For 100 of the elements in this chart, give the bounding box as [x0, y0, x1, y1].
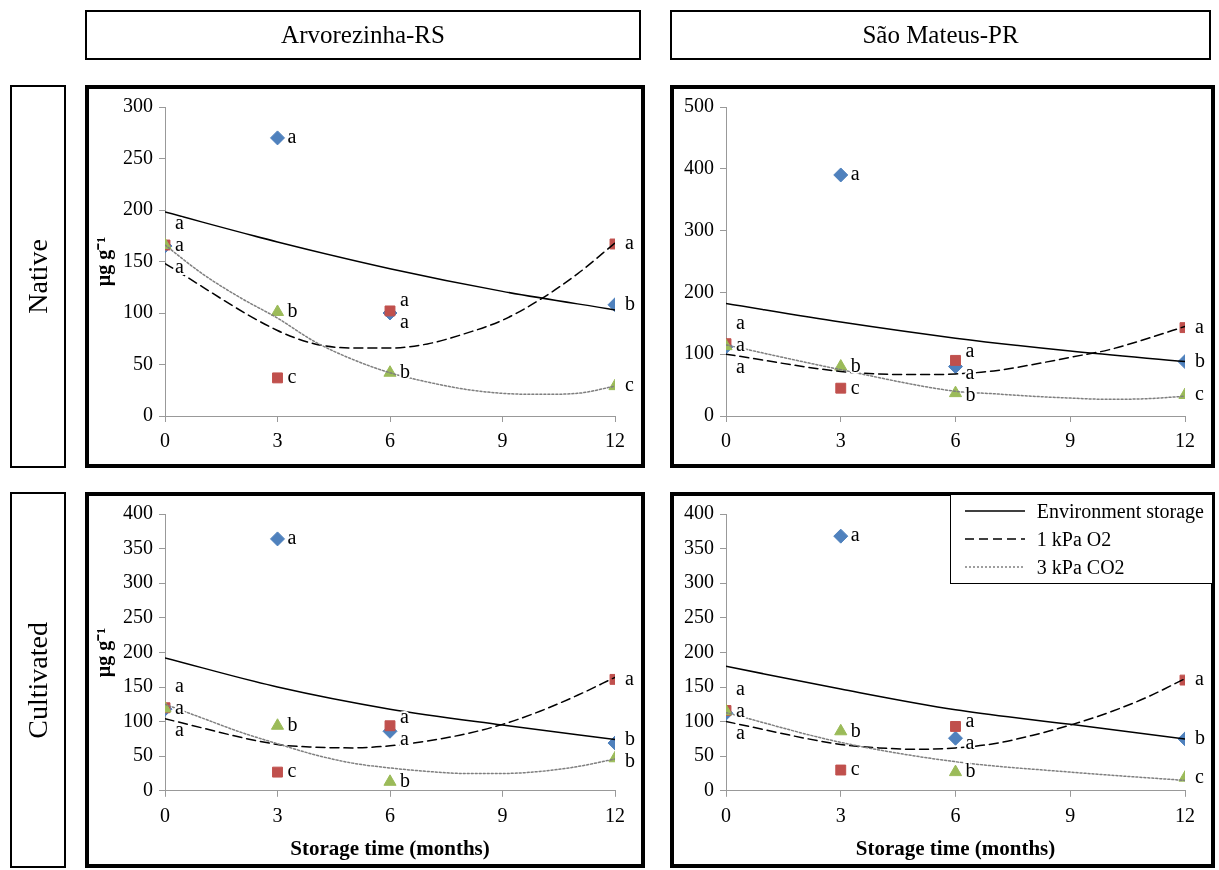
y-tick-label: 100 [123, 300, 153, 323]
y-tick-label: 0 [143, 403, 153, 426]
y-tick-label: 250 [123, 605, 153, 628]
annotation: b [625, 748, 635, 771]
annotation: b [965, 382, 976, 405]
annotation: c [287, 759, 297, 782]
annotation: a [625, 231, 634, 254]
point [270, 531, 285, 547]
y-axis-title: µg g⁻¹ [92, 236, 116, 287]
annotation: a [175, 695, 184, 718]
y-tick-label: 200 [123, 639, 153, 662]
annotation: b [287, 299, 298, 322]
annotation: a [736, 332, 745, 355]
annotation: a [287, 125, 297, 148]
annotation: b [625, 726, 635, 749]
x-tick-label: 6 [385, 804, 395, 827]
y-tick-label: 150 [123, 248, 153, 271]
annotation: b [400, 359, 410, 382]
annotation: a [965, 338, 975, 361]
annotation: a [175, 717, 184, 740]
x-tick-label: 9 [1065, 804, 1076, 827]
annotation: a [175, 232, 184, 255]
y-tick-label: 250 [684, 605, 714, 628]
chart-title: São Mateus-PR [670, 10, 1211, 60]
annotation: c [287, 365, 297, 388]
x-tick-label: 6 [950, 429, 961, 452]
annotation: a [175, 673, 184, 696]
y-tick-label: 50 [694, 743, 714, 766]
y-tick-label: 350 [123, 535, 153, 558]
y-tick-label: 200 [123, 197, 153, 220]
x-tick-label: 12 [1175, 804, 1195, 827]
annotation: c [850, 757, 860, 780]
annotation: a [175, 254, 184, 277]
y-tick-label: 100 [684, 708, 714, 731]
x-tick-label: 0 [160, 804, 170, 827]
annotation: c [850, 375, 860, 398]
text: Native [22, 239, 54, 314]
annotation: b [1195, 348, 1205, 371]
x-tick-label: 0 [721, 804, 731, 827]
annotation: b [850, 353, 861, 376]
annotation: a [965, 708, 975, 731]
point [270, 130, 285, 146]
y-tick-label: 0 [704, 778, 714, 801]
annotation: a [400, 704, 409, 727]
annotation: b [1195, 726, 1205, 749]
line-series [165, 703, 615, 775]
y-tick-label: 0 [704, 403, 714, 426]
chart-title: Arvorezinha-RS [85, 10, 641, 60]
x-tick-label: 9 [497, 804, 508, 827]
y-tick-label: 300 [123, 94, 153, 117]
x-tick-label: 3 [835, 804, 846, 827]
annotation: b [965, 759, 976, 782]
annotation: a [400, 726, 409, 749]
x-tick-label: 3 [272, 429, 283, 452]
annotation: a [736, 354, 745, 377]
legend-label: 1 kPa O2 [1036, 527, 1112, 552]
x-tick-label: 3 [272, 804, 283, 827]
y-tick-label: 200 [684, 279, 714, 302]
x-tick-label: 9 [1065, 429, 1076, 452]
annotation: a [287, 526, 297, 549]
annotation: a [736, 310, 745, 333]
y-tick-label: 100 [684, 341, 714, 364]
x-tick-label: 6 [385, 429, 395, 452]
y-tick-label: 50 [133, 351, 153, 374]
y-tick-label: 200 [684, 639, 714, 662]
y-axis-title: µg g⁻¹ [92, 627, 116, 678]
y-tick-label: 400 [684, 501, 714, 524]
y-tick-label: 300 [684, 570, 714, 593]
x-tick-label: 12 [605, 429, 625, 452]
legend-label: 3 kPa CO2 [1036, 555, 1125, 580]
legend-label: Environment storage [1036, 499, 1204, 525]
x-axis-title: Storage time (months) [855, 835, 1056, 860]
x-axis-title: Storage time (months) [290, 835, 490, 860]
annotation: b [400, 769, 410, 792]
annotation: b [625, 292, 635, 315]
y-tick-label: 150 [684, 674, 714, 697]
y-tick-label: 350 [684, 535, 714, 558]
annotation: a [400, 288, 409, 311]
annotation: a [736, 676, 745, 699]
annotation: a [736, 698, 745, 721]
x-tick-label: 0 [160, 429, 170, 452]
annotation: a [625, 666, 634, 689]
annotation: c [1195, 382, 1204, 405]
y-tick-label: 50 [133, 743, 153, 766]
x-tick-label: 6 [950, 804, 961, 827]
text: Cultivated [22, 621, 54, 739]
annotation: c [625, 373, 634, 396]
annotation: b [287, 713, 298, 735]
y-tick-label: 400 [123, 501, 153, 524]
x-tick-label: 3 [835, 429, 846, 452]
y-tick-label: 150 [123, 674, 153, 697]
y-tick-label: 500 [684, 94, 714, 117]
annotation: a [400, 310, 409, 333]
x-tick-label: 12 [605, 804, 625, 827]
annotation: a [1195, 314, 1204, 337]
x-tick-label: 9 [497, 429, 508, 452]
y-tick-label: 100 [123, 708, 153, 731]
y-tick-label: 0 [143, 778, 153, 801]
y-tick-label: 250 [123, 145, 153, 168]
annotation: a [850, 162, 860, 185]
